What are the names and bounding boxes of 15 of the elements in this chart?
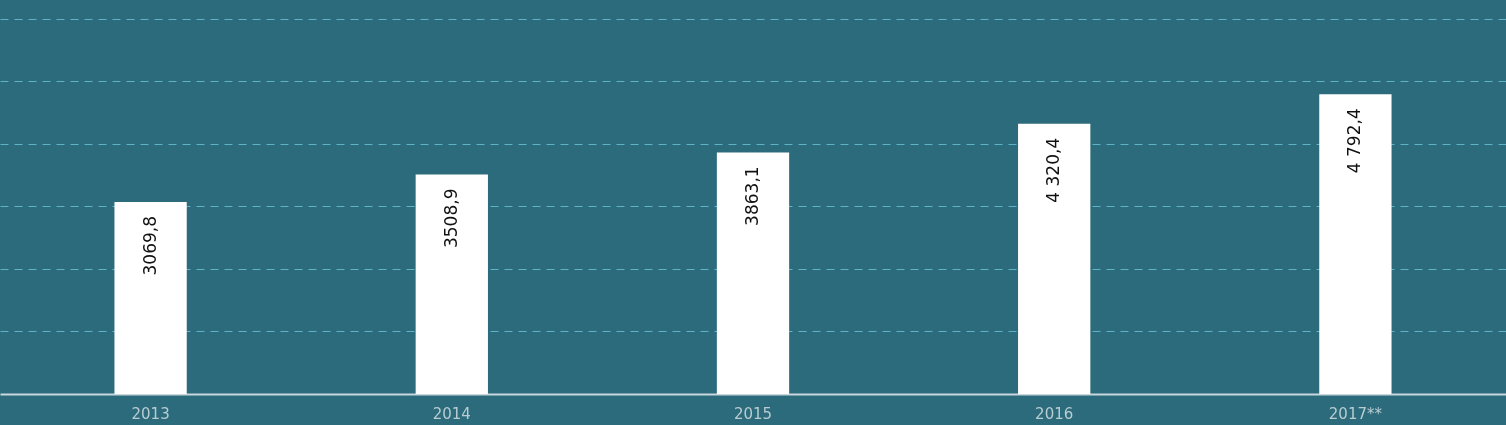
data-label: 3508,9 bbox=[440, 188, 461, 249]
data-label: 4 792,4 bbox=[1344, 108, 1365, 174]
x-tick-label: 2016 bbox=[1035, 404, 1074, 423]
bar bbox=[716, 152, 790, 394]
bar bbox=[1018, 123, 1091, 394]
data-label: 4 320,4 bbox=[1043, 137, 1064, 203]
x-tick-label: 2015 bbox=[733, 404, 773, 423]
data-label: 3863,1 bbox=[742, 166, 762, 226]
x-tick-label: 2017** bbox=[1328, 404, 1383, 423]
data-label: 3069,8 bbox=[139, 216, 160, 276]
x-tick-label: 2014 bbox=[432, 404, 471, 423]
bar bbox=[1319, 94, 1392, 394]
x-tick-label: 2013 bbox=[131, 404, 170, 423]
bar bbox=[415, 174, 488, 394]
bar bbox=[114, 202, 187, 394]
